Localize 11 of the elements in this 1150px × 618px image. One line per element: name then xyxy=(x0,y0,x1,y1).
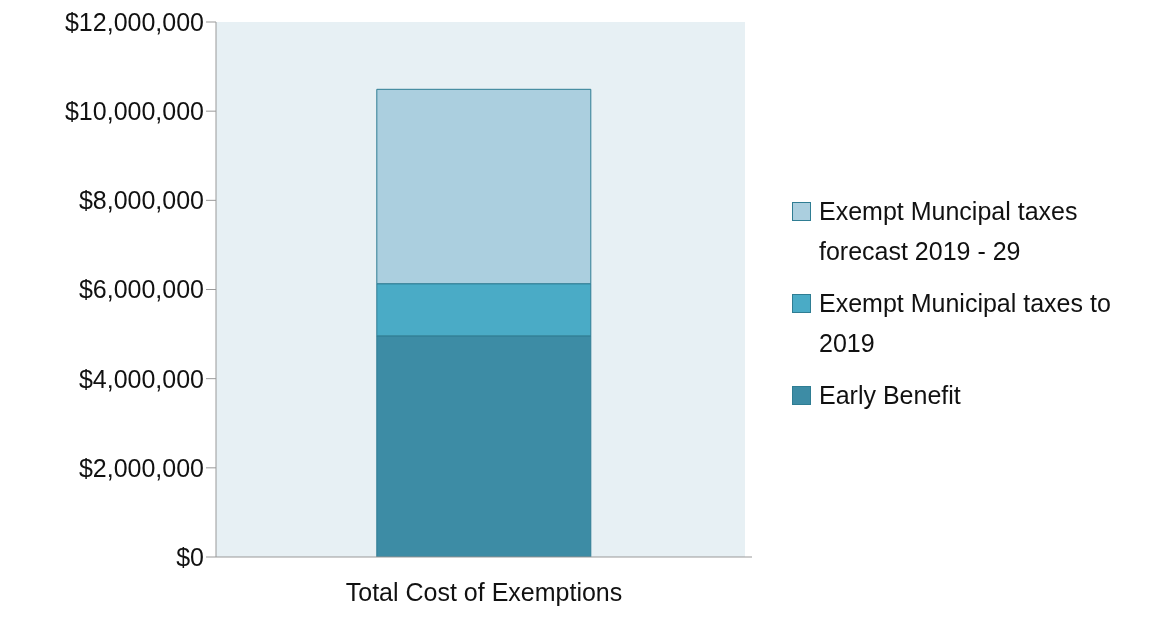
y-tick-label: $4,000,000 xyxy=(78,364,204,393)
legend-label: Exempt Municipal taxes to 2019 xyxy=(819,288,1112,359)
x-tick-label: Total Cost of Exemptions xyxy=(345,577,623,606)
legend-label: Exempt Muncipal taxes forecast 2019 - 29 xyxy=(819,196,1079,267)
legend-label: Early Benefit xyxy=(819,380,961,411)
y-tick-label: $2,000,000 xyxy=(78,453,204,482)
y-tick-label: $8,000,000 xyxy=(78,186,204,215)
y-tick-label: $12,000,000 xyxy=(64,7,204,36)
y-tick-label: $6,000,000 xyxy=(78,275,204,304)
y-tick-label: $0 xyxy=(176,542,204,571)
y-tick-label: $10,000,000 xyxy=(64,97,204,126)
